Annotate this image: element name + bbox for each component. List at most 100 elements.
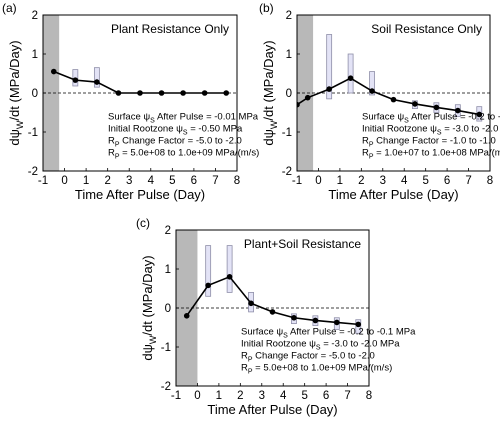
y-tick-label: -1	[161, 342, 171, 354]
x-tick-label: 6	[191, 175, 197, 187]
data-point	[226, 274, 233, 280]
x-tick-label: 7	[344, 390, 350, 402]
annotation-line: Surface ψS After Pulse = -0.01 MPa	[108, 112, 259, 125]
x-tick-label: 3	[259, 390, 265, 402]
data-point	[455, 107, 461, 114]
x-tick-label: 4	[401, 175, 408, 187]
data-point	[476, 111, 483, 118]
data-point	[297, 101, 300, 108]
x-axis-label: Time After Pulse (Day)	[328, 187, 458, 202]
x-tick-label: 0	[194, 390, 200, 402]
y-tick-label: -2	[282, 166, 292, 178]
data-point	[291, 314, 297, 321]
data-point	[158, 90, 165, 96]
range-box	[226, 245, 233, 293]
y-tick-label: 1	[165, 264, 171, 276]
panel-title: Plant Resistance Only	[111, 22, 229, 36]
annotation-line: RP Change Factor = -5.0 to -2.0	[108, 136, 242, 149]
data-point	[369, 88, 375, 94]
data-point	[412, 101, 418, 107]
x-tick-label: 4	[280, 390, 287, 402]
range-box	[326, 34, 333, 100]
annotation-line: RP Change Factor = -1.0 to -1.0	[362, 136, 496, 149]
range-box	[205, 245, 212, 297]
x-tick-label: 3	[126, 175, 132, 187]
y-tick-label: 2	[286, 10, 292, 22]
y-tick-label: 1	[286, 49, 292, 61]
x-tick-label: 8	[366, 390, 372, 402]
x-tick-label: 1	[83, 175, 89, 187]
panel-label: (c)	[136, 216, 150, 230]
data-point	[205, 282, 211, 289]
x-tick-label: 7	[465, 175, 471, 187]
x-tick-label: 3	[380, 175, 386, 187]
x-tick-label: -1	[171, 390, 181, 402]
x-axis-label: Time After Pulse (Day)	[207, 402, 337, 417]
data-point	[115, 90, 122, 96]
x-tick-label: 5	[301, 390, 307, 402]
data-point	[433, 104, 440, 111]
x-tick-label: 7	[212, 175, 218, 187]
panel-label: (b)	[259, 1, 274, 15]
y-tick-label: -1	[28, 127, 38, 139]
data-point	[326, 86, 332, 92]
series-line	[297, 77, 480, 116]
data-point	[390, 96, 397, 103]
y-axis-label: dψW/dt (MPa/Day)	[140, 255, 158, 360]
y-axis-label: dψW/dt (MPa/Day)	[7, 40, 25, 145]
x-tick-label: 5	[422, 175, 428, 187]
y-tick-label: 2	[165, 225, 171, 237]
data-point	[94, 79, 100, 85]
range-box	[93, 67, 100, 88]
annotation-line: RP = 5.0e+08 to 1.0e+09 MPa/(m/s)	[108, 148, 259, 161]
x-tick-label: 2	[237, 390, 243, 402]
range-box	[369, 71, 375, 96]
annotation-line: RP = 5.0e+08 to 1.0e+09 MPa/(m/s)	[241, 363, 392, 376]
data-point	[248, 300, 254, 307]
data-point	[334, 319, 340, 326]
x-axis-label: Time After Pulse (Day)	[75, 187, 205, 202]
x-tick-label: 0	[61, 175, 67, 187]
y-tick-label: -2	[28, 166, 38, 178]
annotation-line: Initial Rootzone ψS = -0.50 MPa	[108, 124, 243, 137]
x-tick-label: -1	[38, 175, 48, 187]
data-point	[355, 321, 362, 328]
panel-label: (a)	[2, 1, 17, 15]
range-box	[347, 53, 354, 94]
data-point	[50, 68, 57, 75]
y-tick-label: 0	[165, 303, 171, 315]
pre-pulse-shade	[43, 15, 60, 171]
pre-pulse-shade	[297, 15, 314, 171]
x-tick-label: 2	[104, 175, 110, 187]
data-point	[180, 90, 186, 96]
x-tick-label: 8	[487, 175, 493, 187]
annotation-line: RP = 1.0e+07 to 1.0e+08 MPa/(m/s)	[362, 148, 500, 161]
x-tick-label: 1	[216, 390, 222, 402]
data-point	[347, 75, 354, 81]
data-point	[201, 90, 208, 96]
data-point	[137, 90, 143, 96]
y-tick-label: 2	[32, 10, 38, 22]
data-point	[223, 90, 230, 96]
annotation-line: Initial Rootzone ψS = -3.0 to -2.0 MPa	[241, 339, 400, 352]
series-line	[186, 275, 359, 326]
x-tick-label: 8	[234, 175, 240, 187]
series-line	[53, 70, 227, 94]
y-tick-label: 1	[32, 49, 38, 61]
annotation-line: RP Change Factor = -5.0 to -2.0	[241, 351, 375, 364]
y-tick-label: 0	[32, 88, 38, 100]
x-tick-label: 1	[337, 175, 343, 187]
data-point	[183, 313, 190, 319]
y-tick-label: 0	[286, 88, 292, 100]
x-tick-label: 4	[148, 175, 155, 187]
x-tick-label: 2	[358, 175, 364, 187]
data-point	[304, 94, 311, 101]
x-tick-label: 6	[323, 390, 329, 402]
x-tick-label: 5	[169, 175, 175, 187]
annotation-line: Initial Rootzone ψS = -3.0 to -2.0 MPa	[362, 124, 500, 137]
x-tick-label: 6	[444, 175, 450, 187]
